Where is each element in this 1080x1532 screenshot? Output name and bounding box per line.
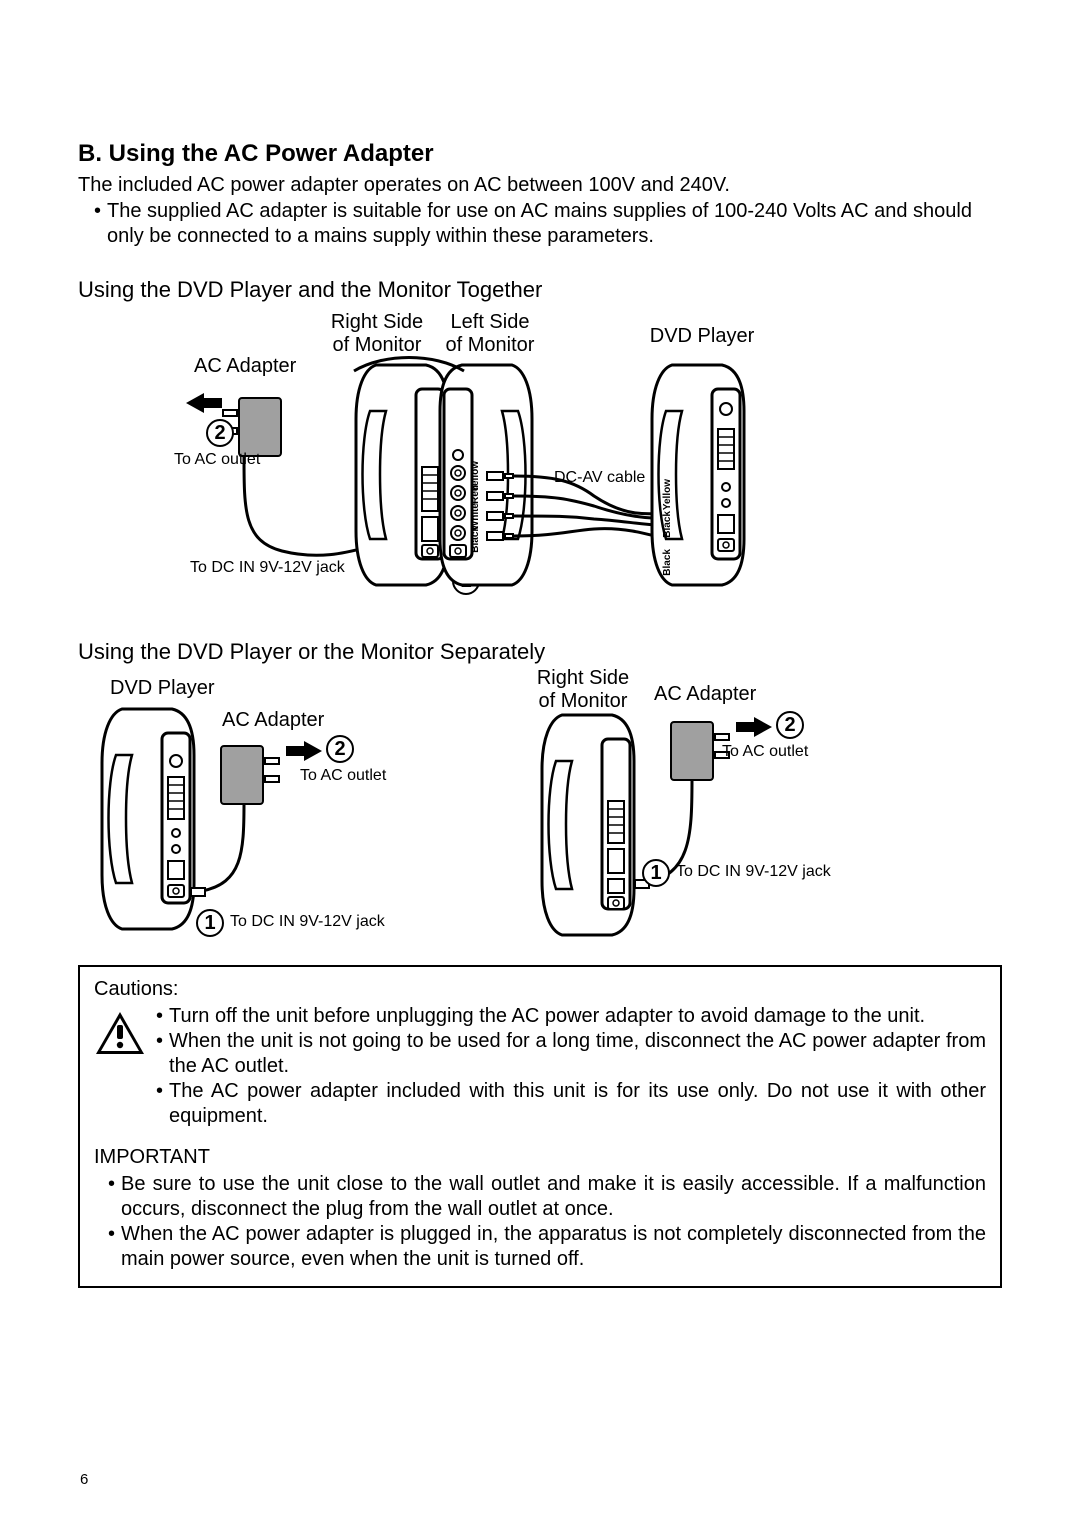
arrow-to-outlet-1 bbox=[186, 391, 222, 415]
arrow-to-outlet-3 bbox=[736, 715, 772, 739]
cautions-list: •Turn off the unit before unplugging the… bbox=[156, 1004, 986, 1129]
important-item: Be sure to use the unit close to the wal… bbox=[121, 1172, 986, 1222]
label-color-yellow-2: Yellow bbox=[662, 479, 673, 510]
ac-adapter-icon-3 bbox=[670, 703, 730, 783]
bullet-dot: • bbox=[78, 199, 107, 249]
label-dvd-player: DVD Player bbox=[642, 325, 762, 348]
label-dvd-player-2: DVD Player bbox=[110, 677, 214, 700]
diagram-separate: DVD Player AC Adapter bbox=[82, 673, 1002, 953]
step-2-badge: 2 bbox=[206, 419, 234, 447]
diagram-together: Right Sideof Monitor Left Sideof Monitor… bbox=[82, 311, 1002, 611]
label-ac-adapter-1: AC Adapter bbox=[194, 355, 296, 378]
label-to-ac-outlet-3: To AC outlet bbox=[722, 743, 808, 761]
caution-item: The AC power adapter included with this … bbox=[169, 1079, 986, 1129]
rca-plug bbox=[486, 529, 516, 543]
cautions-box: Cautions: •Turn off the unit before unpl… bbox=[78, 965, 1002, 1288]
label-to-ac-outlet-2: To AC outlet bbox=[300, 767, 386, 785]
label-to-dc-jack-2: To DC IN 9V-12V jack bbox=[230, 913, 385, 931]
arrow-to-outlet-2 bbox=[286, 739, 322, 763]
section-heading: B. Using the AC Power Adapter bbox=[78, 140, 1002, 168]
important-item: When the AC power adapter is plugged in,… bbox=[121, 1222, 986, 1272]
label-color-black-2: Black bbox=[662, 511, 673, 538]
monitor-link-line bbox=[344, 351, 474, 381]
cautions-title: Cautions: bbox=[94, 977, 986, 1002]
intro-text: The included AC power adapter operates o… bbox=[78, 174, 1002, 197]
label-right-side-monitor-2: Right Sideof Monitor bbox=[518, 667, 648, 713]
step-1-badge-2: 1 bbox=[196, 909, 224, 937]
step-2-badge-2: 2 bbox=[326, 735, 354, 763]
intro-bullet-row: • The supplied AC adapter is suitable fo… bbox=[78, 199, 1002, 249]
label-to-dc-jack-1: To DC IN 9V-12V jack bbox=[190, 559, 345, 577]
label-color-black-3: Black bbox=[662, 549, 673, 576]
rca-plug bbox=[486, 489, 516, 503]
device-dvd-player-2 bbox=[92, 703, 200, 935]
caution-item: Turn off the unit before unplugging the … bbox=[169, 1004, 925, 1029]
label-dc-av-cable: DC-AV cable bbox=[554, 469, 645, 487]
ac-adapter-icon bbox=[222, 379, 282, 459]
device-dvd-player-1 bbox=[642, 359, 750, 591]
step-1-badge-3: 1 bbox=[642, 859, 670, 887]
step-2-badge-3: 2 bbox=[776, 711, 804, 739]
label-color-yellow: Yellow bbox=[470, 461, 481, 492]
warning-icon bbox=[94, 1010, 146, 1056]
rca-plug bbox=[486, 509, 516, 523]
section2-title: Using the DVD Player or the Monitor Sepa… bbox=[78, 639, 1002, 665]
label-color-white: White bbox=[470, 503, 481, 530]
rca-plug bbox=[486, 469, 516, 483]
important-title: IMPORTANT bbox=[94, 1145, 986, 1170]
device-monitor-right-2 bbox=[532, 709, 640, 941]
important-list: •Be sure to use the unit close to the wa… bbox=[94, 1172, 986, 1272]
caution-item: When the unit is not going to be used fo… bbox=[169, 1029, 986, 1079]
intro-bullet: The supplied AC adapter is suitable for … bbox=[107, 199, 1002, 249]
section1-title: Using the DVD Player and the Monitor Tog… bbox=[78, 277, 1002, 303]
page-number: 6 bbox=[80, 1471, 88, 1488]
dc-plug-2 bbox=[190, 887, 206, 897]
ac-adapter-icon-2 bbox=[220, 727, 280, 807]
label-to-dc-jack-3: To DC IN 9V-12V jack bbox=[676, 863, 831, 881]
